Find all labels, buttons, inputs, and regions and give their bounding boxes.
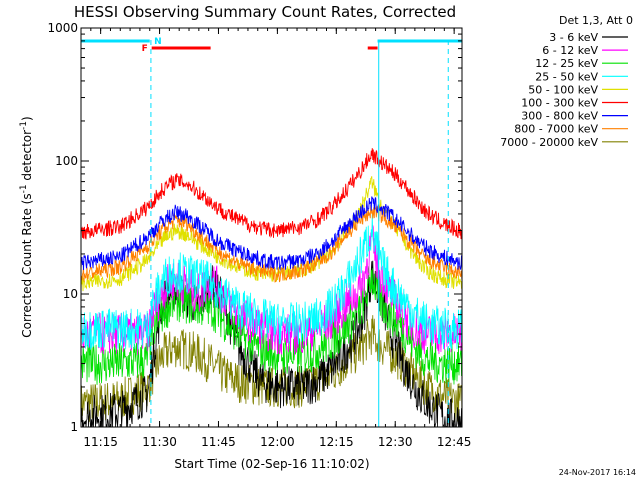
series-line (81, 213, 462, 350)
x-tick-label: 11:45 (201, 435, 236, 449)
x-tick-label: 11:30 (142, 435, 177, 449)
y-tick-label: 100 (55, 154, 78, 168)
legend-entry-label: 6 - 12 keV (542, 44, 598, 57)
legend-entry-label: 100 - 300 keV (521, 97, 598, 110)
series-line (81, 148, 462, 240)
series-line (81, 260, 462, 427)
x-tick-label: 11:15 (83, 435, 118, 449)
x-tick-label: 12:30 (378, 435, 413, 449)
x-tick-label: 12:15 (319, 435, 354, 449)
legend-entry-label: 25 - 50 keV (535, 70, 598, 83)
y-tick-label: 1 (70, 420, 78, 434)
flare-flag-label: F (142, 44, 148, 54)
y-axis: 1 10 100 1000 (47, 21, 462, 434)
x-axis: 11:15 11:30 11:45 12:00 12:15 12:30 12:45 (80, 28, 472, 449)
chart-title: HESSI Observing Summary Count Rates, Cor… (74, 3, 456, 21)
series-line (81, 225, 462, 356)
annotation-layer: FN (81, 37, 462, 427)
x-tick-label: 12:00 (260, 435, 295, 449)
legend-entry-label: 12 - 25 keV (535, 57, 598, 70)
footer-timestamp: 24-Nov-2017 16:14 (559, 468, 636, 477)
y-tick-label: 1000 (47, 21, 78, 35)
x-tick-label: 12:45 (437, 435, 472, 449)
legend-entry-label: 7000 - 20000 keV (500, 136, 598, 149)
legend-entry-label: 3 - 6 keV (549, 31, 598, 44)
x-axis-label: Start Time (02-Sep-16 11:10:02) (174, 457, 369, 471)
series-line (81, 196, 462, 271)
legend-entry-label: 50 - 100 keV (528, 83, 598, 96)
y-axis-label: Corrected Count Rate (s-1 detector-1) (19, 116, 34, 337)
y-tick-label: 10 (63, 287, 78, 301)
legend-entry-label: 300 - 800 keV (521, 110, 598, 123)
series-layer (81, 148, 462, 427)
legend-entry-label: 800 - 7000 keV (514, 123, 598, 136)
legend-header: Det 1,3, Att 0 (559, 14, 633, 27)
night-flag-label: N (154, 37, 162, 47)
series-line (81, 204, 462, 283)
plot-frame (80, 27, 463, 428)
